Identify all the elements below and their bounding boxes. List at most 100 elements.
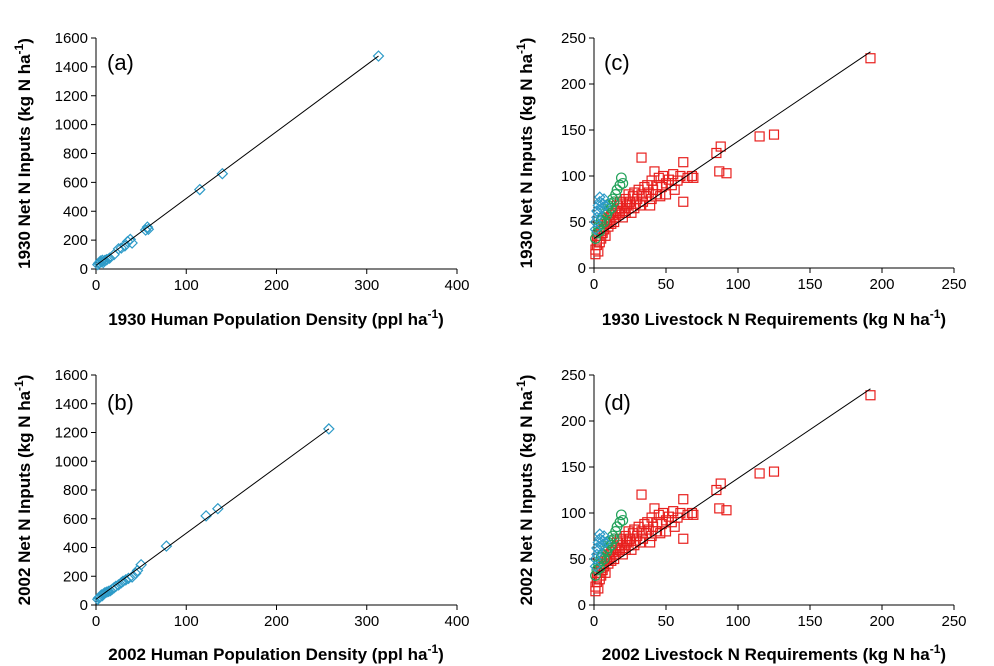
- data-point: [678, 196, 689, 207]
- series-diamond: [589, 191, 612, 236]
- data-point: [714, 166, 725, 177]
- data-point: [110, 580, 122, 593]
- x-tick-label: 150: [797, 276, 822, 293]
- data-point: [636, 152, 647, 163]
- data-point: [322, 423, 335, 435]
- data-point: [721, 168, 732, 179]
- x-tick-label: 250: [941, 276, 966, 293]
- x-axis-title: 2002 Human Population Density (ppl ha-1): [108, 642, 444, 664]
- data-point: [865, 53, 876, 64]
- data-point: [592, 206, 605, 219]
- x-axis-title: 2002 Livestock N Requirements (kg N ha-1…: [602, 642, 946, 664]
- y-tick-label: 600: [63, 174, 88, 191]
- y-axis-title: 2002 Net N Inputs (kg N ha-1): [12, 375, 34, 606]
- x-tick-label: 50: [658, 613, 675, 630]
- x-tick-label: 100: [174, 277, 199, 294]
- data-point: [634, 537, 646, 548]
- data-point: [129, 567, 142, 580]
- y-tick-label: 0: [578, 597, 586, 614]
- x-tick-label: 300: [354, 277, 379, 294]
- panel-label: (b): [107, 390, 134, 415]
- data-point: [634, 200, 646, 211]
- y-tick-label: 400: [63, 203, 88, 220]
- data-point: [589, 560, 602, 573]
- data-point: [678, 494, 689, 505]
- x-tick-label: 0: [590, 276, 598, 293]
- data-point: [614, 179, 626, 191]
- x-tick-label: 200: [264, 277, 289, 294]
- chart-panel: 0 50 100 150 200 250 0 50 100 150 200 250 (d) 2002 Li…: [514, 367, 967, 664]
- y-tick-label: 50: [569, 214, 586, 231]
- data-point: [115, 242, 128, 254]
- x-tick-label: 200: [869, 276, 894, 293]
- data-point: [715, 141, 726, 152]
- x-tick-label: 400: [444, 613, 469, 630]
- panel-label: (d): [604, 390, 631, 415]
- data-point: [372, 50, 385, 62]
- y-axis-title: 1930 Net N Inputs (kg N ha-1): [12, 38, 34, 269]
- y-tick-label: 50: [569, 551, 586, 568]
- y-tick-label: 100: [561, 505, 586, 522]
- data-point: [211, 502, 224, 515]
- data-point: [754, 131, 765, 142]
- y-tick-label: 0: [578, 260, 586, 277]
- x-tick-label: 50: [658, 276, 675, 293]
- data-point: [678, 533, 689, 544]
- data-point: [599, 199, 612, 212]
- y-tick-label: 150: [561, 459, 586, 476]
- y-tick-label: 200: [561, 413, 586, 430]
- y-tick-label: 0: [80, 597, 88, 614]
- x-tick-label: 100: [725, 613, 750, 630]
- data-point: [615, 509, 627, 521]
- y-tick-label: 100: [561, 168, 586, 185]
- data-point: [593, 195, 606, 208]
- data-point: [715, 478, 726, 489]
- y-tick-label: 150: [561, 122, 586, 139]
- x-tick-label: 150: [797, 613, 822, 630]
- data-point: [589, 223, 602, 236]
- data-point: [768, 129, 780, 140]
- trend-line: [95, 55, 379, 266]
- data-point: [135, 558, 147, 571]
- data-point: [768, 466, 780, 477]
- data-point: [636, 489, 647, 500]
- series-diamond: [91, 50, 385, 271]
- data-point: [216, 167, 229, 180]
- y-tick-label: 1000: [55, 117, 88, 134]
- x-tick-label: 200: [264, 613, 289, 630]
- data-point: [100, 586, 113, 598]
- x-axis-title: 1930 Human Population Density (ppl ha-1): [108, 307, 444, 329]
- data-point: [112, 579, 125, 591]
- data-point: [598, 530, 610, 542]
- data-point: [615, 172, 627, 184]
- series-diamond: [589, 528, 612, 573]
- data-point: [658, 507, 669, 519]
- chart-panel: 0 200 400 600 800 1000 1200 1400 1600 0 100 200 300 4…: [12, 367, 470, 664]
- trend-line: [593, 388, 871, 576]
- series-diamond: [91, 423, 335, 606]
- data-point: [617, 177, 629, 189]
- data-point: [200, 510, 212, 522]
- data-point: [660, 178, 672, 189]
- data-point: [678, 157, 689, 168]
- y-tick-label: 250: [561, 367, 586, 384]
- data-point: [614, 516, 626, 528]
- data-point: [608, 196, 620, 208]
- data-point: [658, 170, 669, 182]
- y-tick-label: 1600: [55, 30, 88, 47]
- y-tick-label: 250: [561, 30, 586, 47]
- x-tick-label: 0: [590, 613, 598, 630]
- trend-line: [95, 428, 330, 600]
- data-point: [102, 585, 115, 598]
- x-tick-label: 300: [354, 613, 379, 630]
- data-point: [595, 218, 607, 230]
- x-tick-label: 250: [941, 613, 966, 630]
- data-point: [122, 572, 135, 585]
- y-tick-label: 1400: [55, 396, 88, 413]
- data-point: [754, 468, 765, 479]
- data-point: [660, 515, 672, 526]
- y-tick-label: 800: [63, 146, 88, 163]
- y-tick-label: 200: [561, 76, 586, 93]
- data-point: [610, 526, 621, 537]
- y-tick-label: 0: [80, 261, 88, 278]
